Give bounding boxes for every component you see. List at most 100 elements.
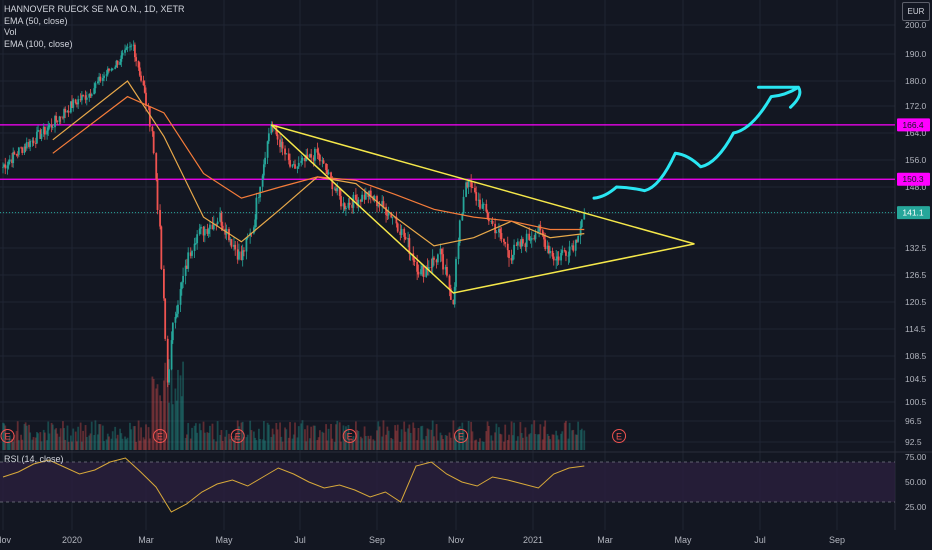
volume-bar	[515, 440, 518, 450]
volume-bar	[280, 436, 283, 450]
volume-bar	[37, 433, 39, 450]
candle-body	[571, 245, 573, 247]
candle-body	[280, 141, 283, 148]
volume-bar	[267, 424, 270, 450]
volume-bar	[549, 439, 551, 450]
volume-bar	[179, 375, 182, 450]
volume-bar	[387, 430, 390, 450]
candle-body	[287, 153, 290, 161]
candle-body	[543, 235, 545, 240]
volume-bar	[546, 433, 549, 450]
candle-body	[549, 250, 551, 254]
price-axis[interactable]: 200.0190.0180.0172.0164.0156.0148.0141.0…	[905, 20, 927, 512]
candle-body	[373, 196, 376, 201]
candle-body	[98, 76, 101, 82]
candle-body	[193, 243, 196, 251]
candle-body	[266, 141, 269, 158]
volume-bar	[236, 420, 239, 450]
volume-bar	[524, 427, 527, 450]
volume-bar	[13, 434, 16, 450]
volume-bar	[316, 439, 319, 450]
volume-bar	[255, 440, 258, 450]
volume-bar	[417, 427, 420, 450]
volume-bar	[93, 435, 96, 450]
candle-body	[304, 157, 306, 162]
volume-bar	[317, 437, 320, 450]
candle-body	[85, 97, 88, 100]
candle-body	[125, 48, 128, 50]
price-candles	[2, 40, 586, 388]
volume-bar	[116, 434, 119, 450]
volume-bar	[245, 437, 248, 450]
volume-bar	[98, 424, 101, 450]
volume-bar	[281, 441, 284, 450]
volume-bar	[163, 380, 165, 450]
ema100-legend[interactable]: EMA (100, close)	[4, 38, 73, 49]
symbol-title[interactable]: HANNOVER RUECK SE NA O.N., 1D, XETR	[4, 4, 185, 14]
candle-body	[120, 55, 123, 62]
candle-body	[498, 228, 500, 233]
candle-body	[196, 234, 199, 244]
time-tick-label: 2021	[523, 535, 543, 545]
volume-bar	[294, 422, 296, 450]
candle-body	[546, 245, 549, 250]
volume-bar	[348, 439, 351, 450]
volume-bar	[457, 427, 460, 450]
candle-body	[530, 238, 533, 240]
volume-bar	[309, 438, 311, 450]
currency-button[interactable]: EUR	[902, 2, 930, 21]
candle-body	[510, 258, 513, 261]
volume-bar	[155, 388, 158, 450]
candle-body	[64, 109, 67, 113]
candle-body	[440, 248, 443, 255]
candle-body	[56, 120, 59, 122]
candle-body	[448, 275, 451, 289]
volume-legend[interactable]: Vol	[4, 27, 17, 37]
volume-bar	[253, 431, 255, 450]
volume-bar	[106, 433, 109, 450]
candle-body	[560, 252, 562, 261]
volume-bar	[359, 436, 362, 450]
volume-bar	[471, 431, 474, 450]
candle-body	[342, 203, 345, 207]
candle-body	[6, 165, 9, 169]
candle-body	[420, 269, 422, 275]
volume-bar	[485, 431, 488, 450]
volume-bar	[134, 426, 136, 450]
candle-body	[444, 267, 447, 270]
candle-body	[327, 172, 330, 175]
time-tick-label: Nov	[0, 535, 11, 545]
triangle-pattern	[270, 124, 695, 294]
candle-body	[520, 239, 523, 247]
candle-body	[129, 46, 131, 48]
candle-body	[119, 61, 121, 65]
volume-bar	[67, 441, 70, 450]
volume-bar	[442, 439, 444, 450]
candle-body	[336, 188, 339, 192]
projection-path	[592, 85, 802, 200]
volume-bar	[331, 438, 334, 450]
volume-bar	[297, 426, 300, 450]
candle-body	[212, 223, 215, 230]
candle-body	[140, 75, 142, 81]
earnings-marker-label: E	[235, 432, 241, 442]
candle-body	[116, 60, 119, 65]
volume-bar	[156, 384, 159, 450]
rsi-legend[interactable]: RSI (14, close)	[4, 454, 64, 464]
time-axis[interactable]: Nov 2020 Mar May Jul Sep Nov 2021 Mar May Jul Sep	[0, 535, 845, 545]
ema50-legend[interactable]: EMA (50, close)	[4, 15, 68, 26]
volume-bar	[491, 440, 494, 450]
volume-bar	[439, 432, 442, 450]
volume-bar	[3, 423, 6, 450]
candle-body	[474, 187, 476, 193]
candle-body	[544, 239, 547, 250]
candle-body	[220, 212, 223, 226]
volume-bar	[270, 437, 273, 450]
candle-body	[179, 289, 182, 305]
volume-bar	[506, 440, 509, 450]
volume-bar	[285, 429, 288, 450]
candle-body	[306, 154, 309, 158]
candle-body	[577, 236, 580, 242]
price-labels: 166.4 150.3 141.1	[897, 118, 930, 220]
candle-body	[453, 286, 456, 305]
